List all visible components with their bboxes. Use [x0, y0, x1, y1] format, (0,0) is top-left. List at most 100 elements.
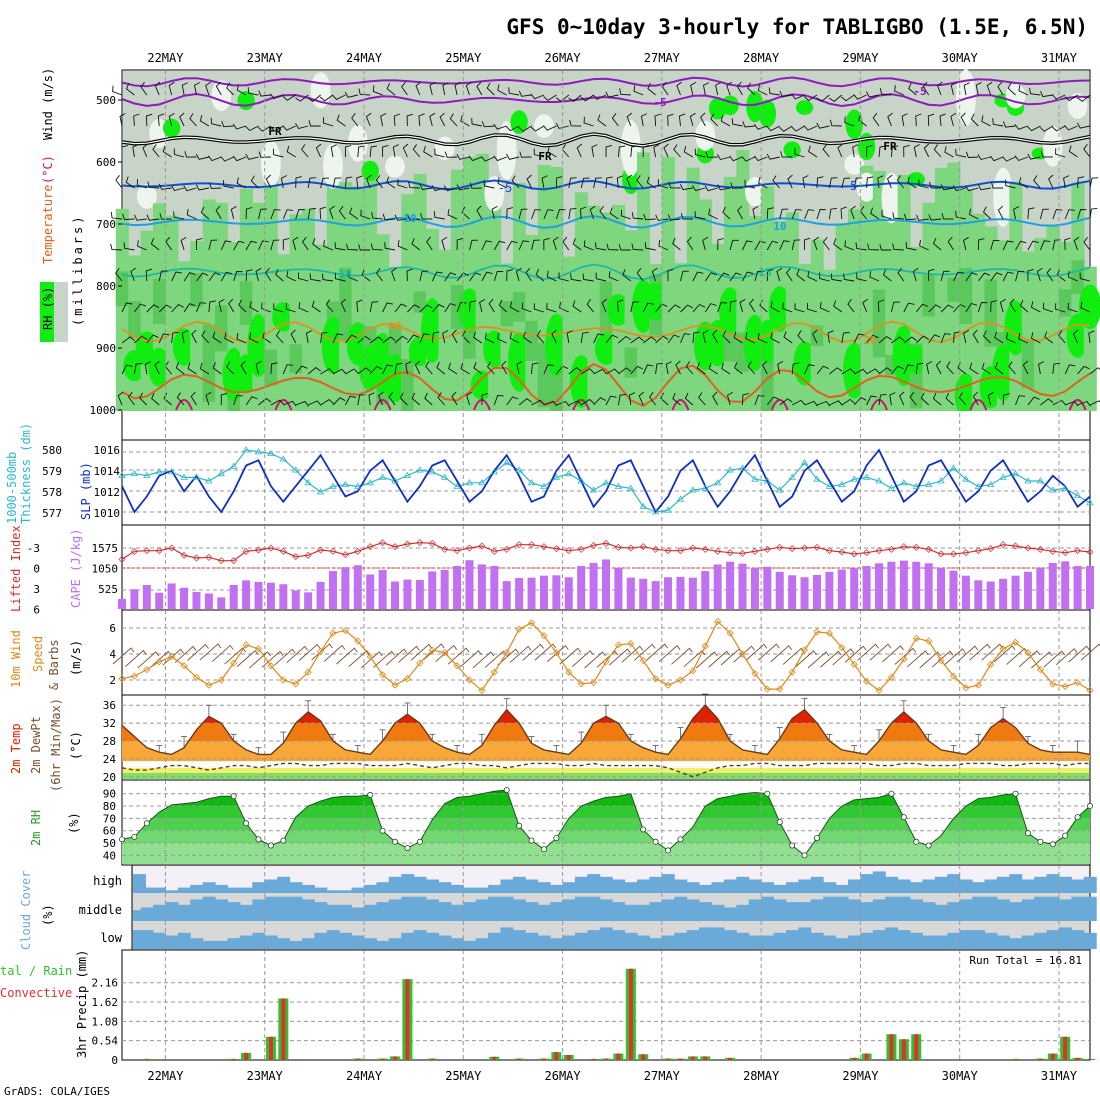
wind-barb: [397, 240, 408, 251]
wind-barb: [1014, 124, 1029, 130]
wind-barb: [238, 299, 247, 313]
cloud-cell: [686, 899, 700, 921]
cloud-cell: [339, 904, 353, 921]
cloud-cell: [388, 876, 402, 893]
wind-barb: [770, 301, 780, 313]
wind-barb: [419, 304, 433, 313]
cloud-cell: [562, 882, 576, 893]
cape-bar: [142, 584, 151, 609]
wind-barb: [451, 391, 458, 406]
cloud-cell: [537, 904, 551, 921]
cloud-cell: [314, 887, 328, 893]
cloud-cell: [649, 876, 663, 893]
contour-30: [274, 399, 293, 411]
cloud-cell: [190, 884, 204, 893]
wind-barb: [308, 400, 322, 406]
wind-barb: [275, 268, 284, 282]
wind-barb: [245, 396, 258, 406]
wind-barb: [488, 298, 495, 313]
wind-barb: [369, 365, 383, 375]
thickness-line: [121, 449, 1091, 513]
wind-barb: [582, 273, 594, 282]
thickness-point: [937, 477, 945, 484]
wind-barb: [247, 87, 259, 96]
wind-barb: [605, 395, 617, 406]
wind10-barb: [422, 643, 445, 661]
pressure-tick-label: 800: [96, 280, 116, 293]
wind-barb: [782, 302, 793, 313]
wind-barb: [334, 272, 346, 282]
wind-barb: [208, 272, 221, 282]
wind-barb: [245, 240, 257, 251]
cloud-cell: [264, 935, 278, 949]
wind10-barb: [174, 645, 197, 663]
wind-barb: [704, 272, 717, 282]
wind10-point: [639, 656, 647, 665]
li-point: [801, 544, 809, 552]
li-point: [739, 549, 747, 557]
wind-barb: [506, 269, 513, 282]
thickness-point: [701, 484, 709, 491]
cloud-cell: [872, 899, 886, 921]
cape-bar: [527, 577, 536, 609]
wind-barb: [258, 90, 271, 97]
wind-barb: [611, 113, 619, 127]
li-point: [552, 545, 560, 553]
wind-barb: [307, 208, 316, 220]
precip-conv-bar: [492, 1056, 497, 1060]
cloud-cell: [351, 907, 365, 921]
wind-barb: [526, 174, 532, 189]
cape-bar: [118, 598, 126, 609]
rh2m-fill-base: [122, 855, 1090, 864]
wind-barb: [232, 155, 247, 162]
wind-barb: [1039, 91, 1053, 98]
wind-barb: [469, 239, 479, 251]
wind-barb: [745, 332, 756, 344]
cloud-cell: [798, 902, 812, 921]
contour-30: [175, 399, 193, 411]
li-point: [168, 544, 176, 552]
wind-barb: [929, 181, 942, 189]
wind-barb: [894, 85, 904, 96]
cloud-cell: [525, 932, 539, 949]
wind-barb: [375, 268, 383, 282]
li-point: [118, 555, 126, 563]
wind-barb: [309, 273, 321, 282]
rh2m-point: [416, 838, 423, 845]
cloud-cell: [1021, 935, 1035, 949]
wind-barb: [749, 298, 756, 313]
cloud-cell: [848, 899, 861, 921]
li-point: [949, 550, 957, 558]
wind10-label-2: Speed: [31, 636, 45, 672]
cloud-cell: [996, 899, 1010, 921]
wind-barb: [715, 82, 722, 96]
wind10-barb: [869, 643, 892, 661]
wind-barb: [989, 155, 1004, 162]
pressure-tick-label: 1000: [90, 404, 117, 417]
cape-bar: [1061, 561, 1070, 609]
cloud-cell: [748, 899, 762, 921]
date-label-top: 29MAY: [842, 51, 879, 65]
wind-barb: [370, 243, 383, 251]
wind-barb: [433, 211, 445, 220]
wind-barb: [509, 332, 520, 344]
cloud-label: Cloud Cover: [19, 871, 33, 950]
wind-barb: [176, 392, 185, 406]
rh-cell-dry: [844, 154, 865, 175]
rh-cell-green: [723, 329, 737, 362]
rh2m-point: [1087, 803, 1094, 810]
wind-barb: [536, 330, 545, 344]
wind-barb: [308, 120, 321, 127]
pressure-tick-label: 900: [96, 342, 116, 355]
wind-barb: [915, 303, 929, 313]
wind-barb: [622, 269, 632, 282]
wind10-barb: [807, 651, 830, 669]
wind-barb: [766, 240, 779, 251]
wind-barb: [999, 298, 1006, 313]
precip-label-2: Convective: [0, 986, 72, 1000]
pressure-tick-label: 700: [96, 218, 116, 231]
temp2m-lines: [121, 693, 1091, 778]
wind-barb: [972, 329, 979, 344]
